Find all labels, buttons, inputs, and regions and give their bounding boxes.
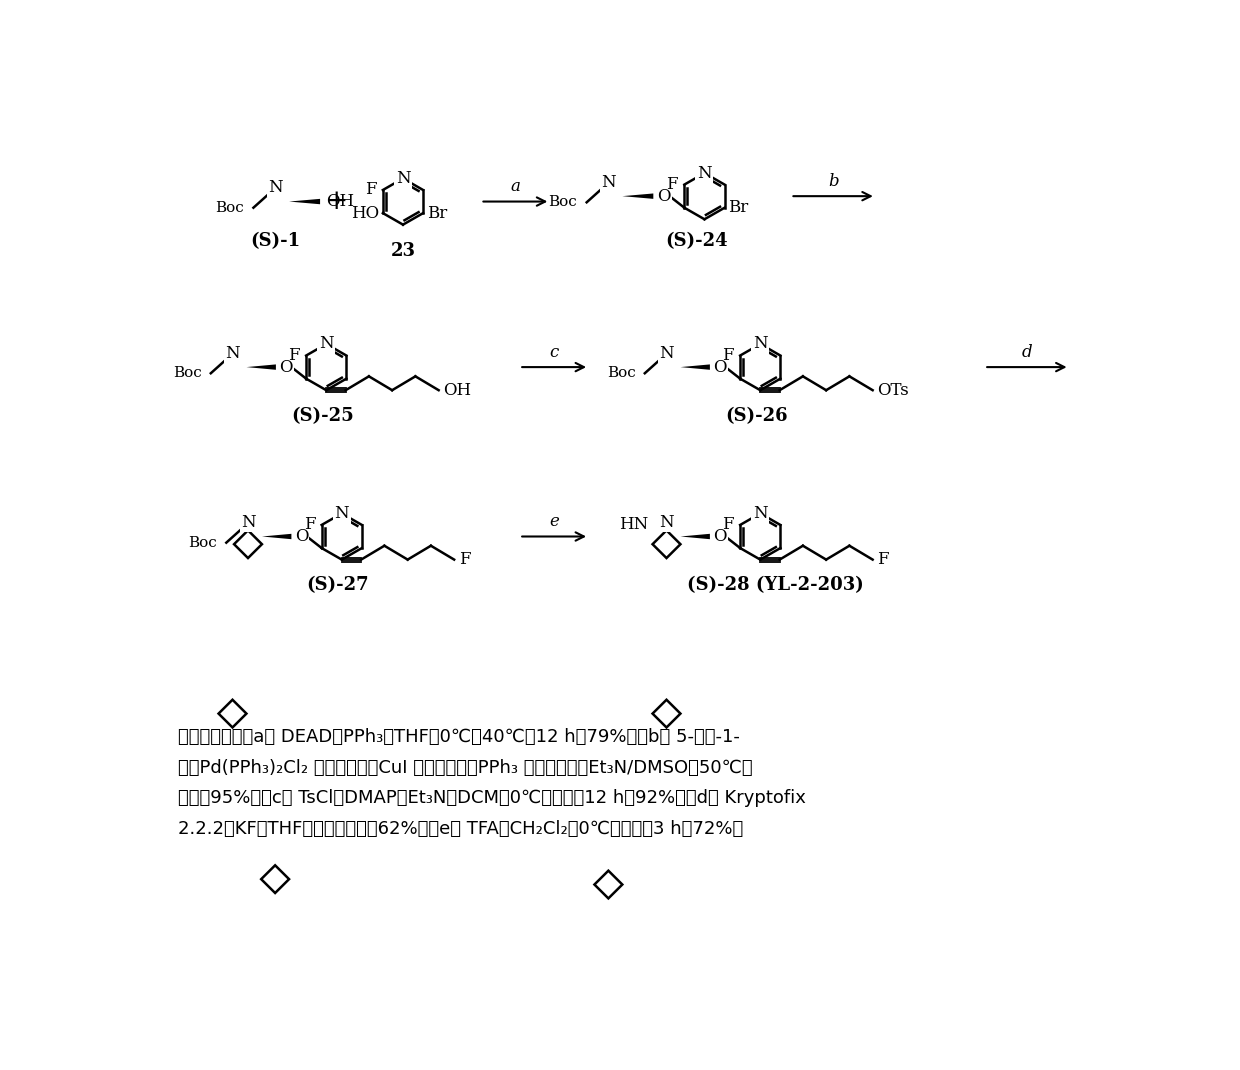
Text: N: N xyxy=(226,345,239,362)
Text: Boc: Boc xyxy=(606,366,635,380)
Text: Br: Br xyxy=(427,204,448,221)
Text: Boc: Boc xyxy=(188,536,217,550)
Text: b: b xyxy=(828,173,838,190)
Text: 醇，Pd(PPh₃)₂Cl₂ （催化量），CuI （催化量），PPh₃ （催化量），Et₃N/DMSO，50℃，: 醇，Pd(PPh₃)₂Cl₂ （催化量），CuI （催化量），PPh₃ （催化量… xyxy=(179,759,753,777)
Text: F: F xyxy=(723,347,734,364)
Text: (S)-24: (S)-24 xyxy=(666,231,728,249)
Text: F: F xyxy=(289,347,300,364)
Text: 2.2.2，KF，THF，回流，过夜，62%；（e） TFA，CH₂Cl₂，0℃至室温，3 h，72%。: 2.2.2，KF，THF，回流，过夜，62%；（e） TFA，CH₂Cl₂，0℃… xyxy=(179,820,744,838)
Text: (S)-27: (S)-27 xyxy=(306,577,370,595)
Text: F: F xyxy=(304,517,315,534)
Text: OTs: OTs xyxy=(878,382,909,399)
Text: 试剂和条件：（a） DEAD，PPh₃，THF，0℃至40℃，12 h，79%；（b） 5-己倶-1-: 试剂和条件：（a） DEAD，PPh₃，THF，0℃至40℃，12 h，79%；… xyxy=(179,728,740,746)
Text: Boc: Boc xyxy=(172,366,201,380)
Text: N: N xyxy=(268,179,283,196)
Text: F: F xyxy=(667,177,678,193)
Text: e: e xyxy=(549,514,559,531)
Text: N: N xyxy=(660,345,673,362)
Polygon shape xyxy=(289,199,320,204)
Text: c: c xyxy=(549,343,559,361)
Text: d: d xyxy=(1022,343,1032,361)
Text: N: N xyxy=(697,165,712,182)
Text: 过夜，95%；（c） TsCl，DMAP，Et₃N，DCM，0℃至室温，12 h，92%；（d） Kryptofix: 过夜，95%；（c） TsCl，DMAP，Et₃N，DCM，0℃至室温，12 h… xyxy=(179,790,806,807)
Text: 23: 23 xyxy=(391,242,415,260)
Text: N: N xyxy=(241,515,255,531)
Text: O: O xyxy=(713,528,727,545)
Text: Boc: Boc xyxy=(216,201,244,215)
Text: O: O xyxy=(295,528,309,545)
Polygon shape xyxy=(262,534,291,539)
Polygon shape xyxy=(681,365,709,370)
Polygon shape xyxy=(622,194,653,199)
Text: HN: HN xyxy=(620,516,649,533)
Polygon shape xyxy=(681,534,709,539)
Text: (S)-26: (S)-26 xyxy=(725,408,787,425)
Text: F: F xyxy=(365,182,377,199)
Text: Br: Br xyxy=(728,199,749,216)
Text: a: a xyxy=(511,179,521,196)
Text: (S)-25: (S)-25 xyxy=(291,408,353,425)
Text: N: N xyxy=(753,336,768,352)
Text: N: N xyxy=(660,515,673,531)
Text: OH: OH xyxy=(326,193,355,210)
Text: N: N xyxy=(601,173,616,190)
Text: OH: OH xyxy=(444,382,471,399)
Text: N: N xyxy=(319,336,334,352)
Text: HO: HO xyxy=(351,204,379,221)
Text: Boc: Boc xyxy=(548,196,578,210)
Text: N: N xyxy=(753,505,768,522)
Polygon shape xyxy=(247,365,275,370)
Text: F: F xyxy=(459,551,470,568)
Text: O: O xyxy=(657,187,671,204)
Text: N: N xyxy=(335,505,350,522)
Text: O: O xyxy=(279,358,293,376)
Text: F: F xyxy=(878,551,889,568)
Text: N: N xyxy=(396,170,410,187)
Text: F: F xyxy=(723,517,734,534)
Text: (S)-1: (S)-1 xyxy=(250,232,300,250)
Text: O: O xyxy=(713,358,727,376)
Text: +: + xyxy=(325,188,348,215)
Text: (S)-28 (YL-2-203): (S)-28 (YL-2-203) xyxy=(687,577,864,595)
